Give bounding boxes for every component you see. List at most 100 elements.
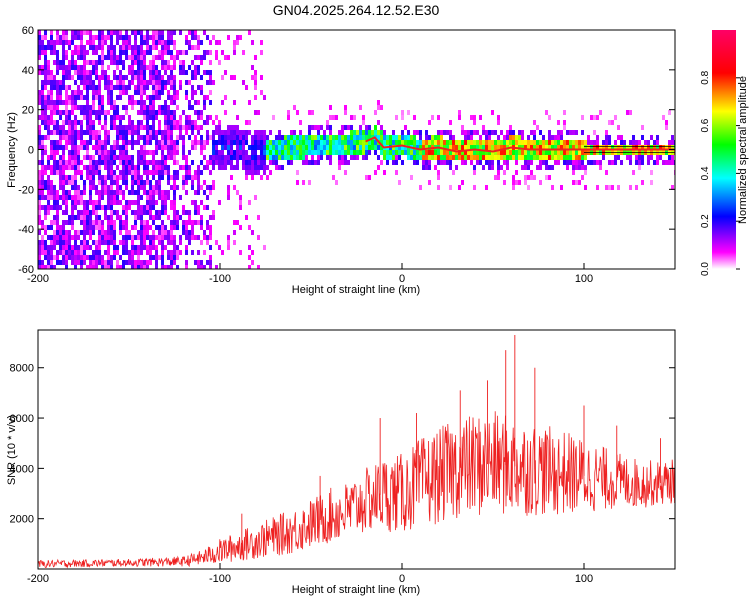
heatmap-cell xyxy=(149,190,152,195)
heatmap-cell xyxy=(161,200,164,205)
heatmap-cell xyxy=(155,90,158,95)
heatmap-cell xyxy=(101,260,104,265)
heatmap-cell xyxy=(191,30,194,35)
heatmap-cell xyxy=(206,35,209,40)
heatmap-cell xyxy=(467,145,470,150)
heatmap-cell xyxy=(158,235,161,240)
heatmap-cell xyxy=(515,155,518,160)
heatmap-cell xyxy=(167,105,170,110)
heatmap-cell xyxy=(572,170,575,175)
heatmap-cell xyxy=(74,230,77,235)
heatmap-cell xyxy=(608,145,611,150)
heatmap-cell xyxy=(281,145,284,150)
heatmap-cell xyxy=(122,170,125,175)
heatmap-cell xyxy=(44,215,47,220)
heatmap-cell xyxy=(557,155,560,160)
heatmap-cell xyxy=(110,165,113,170)
heatmap-cell xyxy=(530,170,533,175)
heatmap-cell xyxy=(101,65,104,70)
heatmap-cell xyxy=(107,130,110,135)
heatmap-cell xyxy=(89,105,92,110)
heatmap-cell xyxy=(176,250,179,255)
heatmap-cell xyxy=(530,155,533,160)
heatmap-cell xyxy=(50,255,53,260)
heatmap-cell xyxy=(56,230,59,235)
heatmap-cell xyxy=(122,150,125,155)
heatmap-cell xyxy=(98,140,101,145)
heatmap-cell xyxy=(92,255,95,260)
heatmap-cell xyxy=(308,125,311,130)
heatmap-cell xyxy=(167,150,170,155)
heatmap-cell xyxy=(59,165,62,170)
heatmap-cell xyxy=(158,195,161,200)
heatmap-cell xyxy=(164,70,167,75)
heatmap-cell xyxy=(197,40,200,45)
heatmap-cell xyxy=(110,115,113,120)
heatmap-cell xyxy=(218,150,221,155)
heatmap-cell xyxy=(92,170,95,175)
heatmap-cell xyxy=(50,45,53,50)
heatmap-cell xyxy=(251,260,254,265)
heatmap-cell xyxy=(38,140,41,145)
heatmap-cell xyxy=(443,130,446,135)
heatmap-cell xyxy=(254,165,257,170)
heatmap-cell xyxy=(269,145,272,150)
heatmap-cell xyxy=(233,140,236,145)
heatmap-cell xyxy=(299,155,302,160)
heatmap-cell xyxy=(110,105,113,110)
heatmap-cell xyxy=(317,135,320,140)
heatmap-cell xyxy=(86,60,89,65)
heatmap-cell xyxy=(185,190,188,195)
heatmap-cell xyxy=(479,160,482,165)
heatmap-cell xyxy=(224,70,227,75)
heatmap-cell xyxy=(53,40,56,45)
heatmap-cell xyxy=(125,230,128,235)
heatmap-cell xyxy=(227,135,230,140)
heatmap-cell xyxy=(44,255,47,260)
heatmap-cell xyxy=(155,30,158,35)
heatmap-cell xyxy=(134,130,137,135)
heatmap-cell xyxy=(113,60,116,65)
heatmap-cell xyxy=(50,50,53,55)
heatmap-cell xyxy=(281,140,284,145)
y-tick-label: 8000 xyxy=(10,363,34,375)
heatmap-cell xyxy=(569,130,572,135)
heatmap-cell xyxy=(119,120,122,125)
heatmap-cell xyxy=(398,180,401,185)
heatmap-cell xyxy=(554,160,557,165)
heatmap-cell xyxy=(92,145,95,150)
heatmap-cell xyxy=(59,175,62,180)
snr-series-line xyxy=(38,411,675,569)
heatmap-cell xyxy=(218,120,221,125)
heatmap-cell xyxy=(83,105,86,110)
heatmap-cell xyxy=(65,30,68,35)
heatmap-cell xyxy=(365,135,368,140)
heatmap-cell xyxy=(542,160,545,165)
heatmap-cell xyxy=(329,140,332,145)
heatmap-cell xyxy=(185,125,188,130)
heatmap-cell xyxy=(86,175,89,180)
colorbar-tick-label: 0.2 xyxy=(700,214,711,228)
heatmap-cell xyxy=(74,80,77,85)
heatmap-cell xyxy=(440,135,443,140)
heatmap-cell xyxy=(62,120,65,125)
heatmap-cell xyxy=(59,225,62,230)
heatmap-cell xyxy=(65,165,68,170)
heatmap-cell xyxy=(419,140,422,145)
heatmap-cell xyxy=(551,145,554,150)
heatmap-cell xyxy=(329,150,332,155)
heatmap-cell xyxy=(122,50,125,55)
heatmap-cell xyxy=(212,160,215,165)
heatmap-cell xyxy=(50,40,53,45)
heatmap-cell xyxy=(158,30,161,35)
heatmap-cell xyxy=(491,130,494,135)
heatmap-cell xyxy=(200,140,203,145)
heatmap-cell xyxy=(320,135,323,140)
heatmap-cell xyxy=(38,130,41,135)
heatmap-cell xyxy=(497,175,500,180)
heatmap-cell xyxy=(131,170,134,175)
heatmap-cell xyxy=(203,70,206,75)
heatmap-cell xyxy=(422,150,425,155)
heatmap-cell xyxy=(113,225,116,230)
heatmap-cell xyxy=(590,140,593,145)
